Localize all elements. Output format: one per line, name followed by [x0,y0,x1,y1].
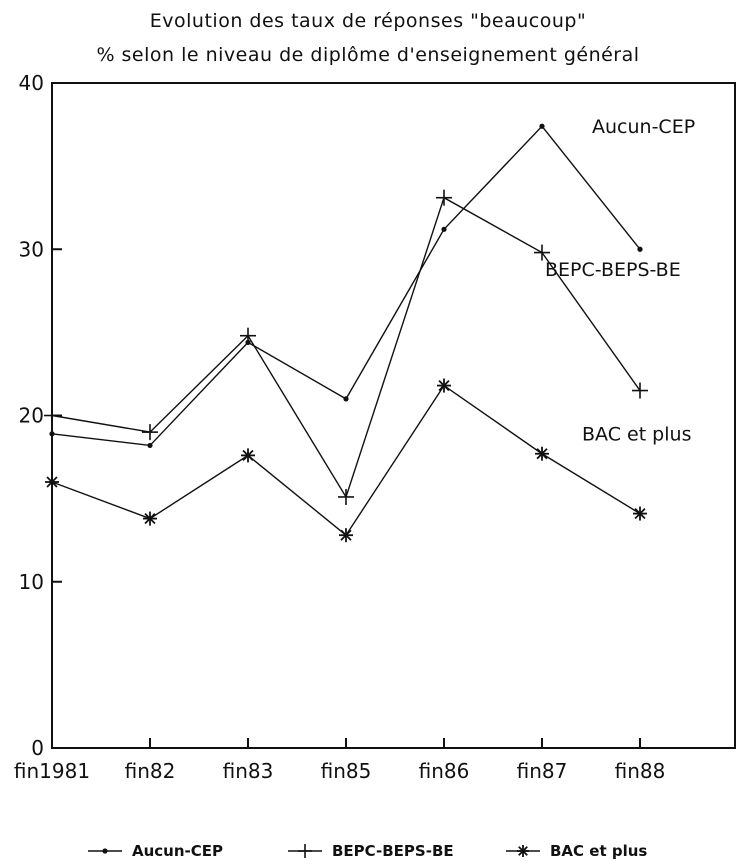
dot-marker [102,848,108,854]
y-tick-label: 20 [19,404,44,428]
x-tick-label: fin88 [615,759,666,783]
x-tick-label: fin83 [223,759,274,783]
series-line [51,196,641,499]
data-point [441,226,447,232]
x-tick-label: fin85 [321,759,372,783]
chart-subtitle: % selon le niveau de diplôme d'enseignem… [96,44,640,66]
data-point [539,123,545,129]
y-tick-label: 0 [31,736,44,760]
data-point [633,506,647,521]
data-point [240,327,256,344]
data-point [534,244,550,261]
data-point [49,431,55,437]
y-tick-label: 30 [19,237,44,261]
series-end-label: BEPC-BEPS-BE [545,259,681,281]
y-tick-label: 10 [19,570,44,594]
plot-frame [51,82,736,749]
series-group [44,123,648,543]
data-point [637,246,643,252]
series-line [51,384,641,537]
asterisk-marker [517,845,529,857]
series-aucun-cep [49,123,643,449]
data-point [147,442,153,449]
data-point [142,424,158,441]
x-tick-label: fin86 [419,759,470,783]
data-point [436,189,452,206]
data-point [437,378,451,393]
data-point [143,511,157,526]
legend: Aucun-CEP BEPC-BEPS-BE BAC et plus [88,842,647,860]
legend-label: Aucun-CEP [132,842,223,860]
legend-item: Aucun-CEP [88,842,223,860]
y-axis: 0 10 20 30 40 [19,71,62,760]
x-tick-label: fin1981 [14,759,90,783]
series-end-label: BAC et plus [582,423,691,445]
data-point [339,528,353,543]
x-tick-label: fin87 [517,759,568,783]
x-axis: fin1981 fin82 fin83 fin85 fin86 fin87 fin88 [14,738,665,783]
legend-label: BAC et plus [550,842,647,860]
legend-item: BAC et plus [506,842,647,860]
series-end-label: Aucun-CEP [592,116,695,138]
data-point [241,448,255,463]
series-bepc-beps-be [44,189,648,505]
data-point [45,475,59,489]
data-point [44,407,60,424]
legend-label: BEPC-BEPS-BE [332,842,454,860]
plus-marker [298,844,312,858]
x-tick-label: fin82 [125,759,176,783]
data-point [535,446,549,461]
chart-title: Evolution des taux de réponses "beaucoup… [149,10,587,32]
series-end-labels: Aucun-CEP BEPC-BEPS-BE BAC et plus [545,116,695,446]
y-tick-label: 40 [19,71,44,95]
data-point [343,396,349,402]
legend-item: BEPC-BEPS-BE [288,842,454,860]
data-point [338,488,354,505]
data-point [632,382,648,399]
series-bac-et-plus [45,378,647,543]
